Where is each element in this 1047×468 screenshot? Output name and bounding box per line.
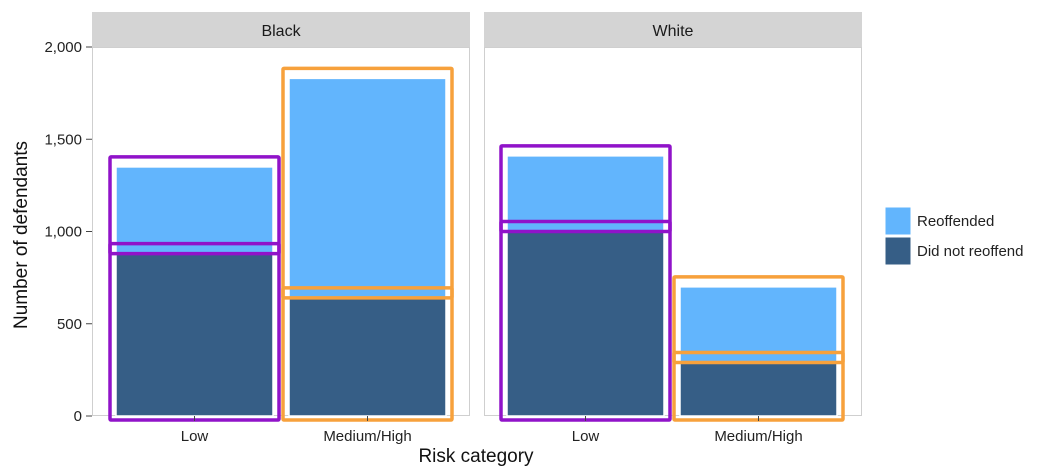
bar-did-not-reoffend-low [506,230,665,417]
facet-panels: Black Low Medium/High White Low Medium/High [92,12,862,445]
highlight-box [672,275,845,365]
highlight-box [281,66,454,300]
highlight-box [108,155,281,256]
facet-strip [484,12,862,47]
legend-item: Did not reoffend [884,236,1023,266]
y-tick-label: 2,000 [44,39,82,56]
facet-strip-label: Black [261,23,301,40]
legend-label: Reoffended [917,213,994,230]
facet-panel-black: Black Low Medium/High [92,12,470,445]
legend-label: Did not reoffend [917,243,1023,260]
bar-did-not-reoffend-medium-high [288,297,447,417]
x-tick-label: Low [572,428,600,445]
y-tick-label: 1,000 [44,224,82,241]
x-tick-label: Low [181,428,209,445]
legend-swatch [884,206,912,236]
legend-swatch [884,236,912,266]
x-axis-title: Risk category [418,446,534,467]
bar-did-not-reoffend-low [115,252,274,417]
y-axis: 0 500 1,000 1,500 2,000 [44,39,92,425]
y-tick-label: 0 [74,408,82,425]
bar-did-not-reoffend-medium-high [679,361,838,417]
legend-item: Reoffended [884,206,994,236]
bar-reoffended-medium-high [679,286,838,364]
bar-reoffended-medium-high [288,77,447,299]
y-tick-label: 1,500 [44,131,82,148]
y-tick-label: 500 [57,316,82,333]
legend: Reoffended Did not reoffend [884,206,1023,266]
bar-reoffended-low [115,166,274,255]
y-axis-title: Number of defendants [11,141,32,329]
facet-panel-white: White Low Medium/High [484,12,862,445]
highlight-box [499,144,672,234]
facet-strip-label: White [653,23,694,40]
x-tick-label: Medium/High [714,428,802,445]
facet-strip [92,12,470,47]
x-tick-label: Medium/High [323,428,411,445]
